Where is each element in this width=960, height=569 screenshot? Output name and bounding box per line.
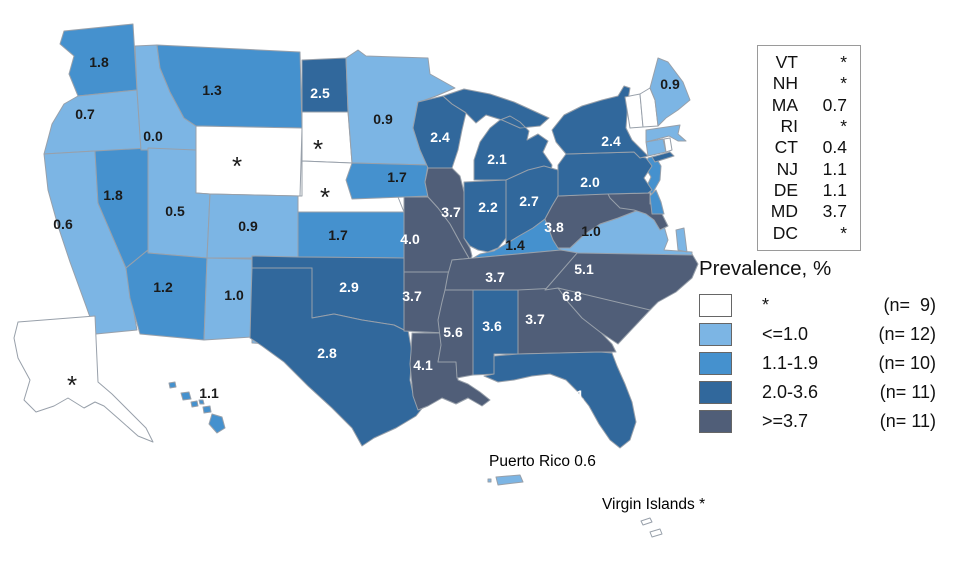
legend-item-1: <=1.0 (n= 12) [699, 323, 939, 346]
legend-title: Prevalence, % [699, 257, 832, 280]
state-ND: ND 2.5 [301, 57, 349, 113]
state-FL: FL 2.1 [483, 351, 637, 449]
state-value: 1.1 [822, 179, 847, 200]
legend-count: (n= 10) [878, 353, 936, 373]
state-TX: TX 2.8 [249, 267, 425, 447]
state-AZ: AZ 1.2 [125, 249, 208, 341]
legend-swatch [699, 352, 732, 375]
state-IN: IN 2.2 [463, 179, 507, 253]
puerto-rico-label: Puerto Rico 0.6 [489, 453, 596, 470]
state-abbr: NH [772, 73, 798, 94]
state-value: 0.4 [822, 137, 847, 158]
state-label-HI: 1.1 [199, 385, 219, 401]
state-NY: NY 2.4 [551, 85, 675, 163]
state-WY: WY * [195, 125, 303, 197]
state-CO: CO 0.9 [206, 193, 301, 259]
state-abbr: MA [771, 94, 798, 115]
state-WA: WA 1.8 [59, 23, 138, 97]
state-ME: ME 0.9 [649, 57, 691, 127]
legend-swatch [699, 294, 732, 317]
state-box-row-VT: VT * [758, 51, 860, 72]
legend-range: <=1.0 [762, 324, 809, 344]
legend-range: 2.0-3.6 [762, 382, 819, 402]
state-box-row-MD: MD 3.7 [758, 203, 860, 221]
state-MD: MD 3.7 [607, 192, 669, 231]
state-box-row-RI: RI * [758, 115, 860, 136]
state-IA: IA 1.7 [345, 162, 429, 200]
legend-swatch [699, 323, 732, 346]
state-SD: SD * [301, 111, 353, 164]
state-VI: VI * [640, 517, 663, 538]
state-box-row-MA: MA 0.7 [758, 94, 860, 115]
state-OR: OR 0.7 [43, 89, 142, 155]
legend-item-0: * (n= 9) [699, 294, 939, 317]
state-value: 0.7 [822, 94, 847, 115]
state-RI: RI * [663, 137, 673, 153]
state-value: * [840, 222, 847, 243]
state-AK: AK * [13, 315, 154, 443]
legend-range: >=3.7 [762, 411, 809, 431]
legend-count: (n= 11) [879, 411, 936, 431]
state-abbr: DE [773, 179, 798, 200]
legend-count: (n= 9) [883, 295, 936, 315]
state-value: 3.7 [822, 201, 847, 222]
legend-swatch [699, 381, 732, 404]
state-PA: PA 2.0 [557, 151, 653, 197]
state-MA: MA 0.7 [645, 124, 687, 143]
state-abbr: VT [775, 51, 798, 72]
state-PR: PR 0.6 [487, 474, 524, 486]
state-DE: DE 1.1 [649, 189, 665, 215]
state-abbr: CT [774, 137, 798, 158]
state-abbr: MD [770, 201, 798, 222]
legend-range: * [762, 295, 770, 315]
state-NC: NC 5.1 [544, 251, 699, 311]
state-abbr: DC [772, 222, 798, 243]
legend-item-2: 1.1-1.9 (n= 10) [699, 352, 939, 375]
legend-item-3: 2.0-3.6 (n= 11) [699, 381, 939, 404]
state-value: * [840, 115, 847, 136]
state-value: * [840, 51, 847, 72]
legend-count: (n= 11) [879, 382, 936, 402]
state-KS: KS 1.7 [297, 211, 405, 259]
state-value: * [840, 73, 847, 94]
state-abbr: RI [780, 115, 799, 136]
state-value: 1.1 [822, 158, 847, 179]
legend-count: (n= 12) [878, 324, 936, 344]
state-box-row-DC: DC * [758, 222, 860, 243]
state-box-row-NJ: NJ 1.1 [758, 158, 860, 179]
state-box-row-CT: CT 0.4 [758, 139, 860, 157]
state-HI: HI 1.1 [168, 381, 226, 434]
state-box-row-DE: DE 1.1 [758, 179, 860, 200]
legend-item-4: >=3.7 (n= 11) [699, 410, 939, 433]
legend-swatch [699, 410, 732, 433]
northeast-states-box: VT * NH * MA 0.7 RI * CT 0.4 NJ 1.1 DE 1.1 MD 3.7 DC * [757, 45, 861, 251]
state-MT: MT 1.3 [156, 44, 303, 129]
legend-range: 1.1-1.9 [762, 353, 819, 373]
legend: Prevalence, % * (n= 9) <=1.0 (n= 12) 1.1-1.9… [699, 257, 939, 439]
state-box-row-NH: NH * [758, 75, 860, 93]
state-abbr: NJ [776, 158, 798, 179]
virgin-islands-label: Virgin Islands * [602, 496, 706, 513]
